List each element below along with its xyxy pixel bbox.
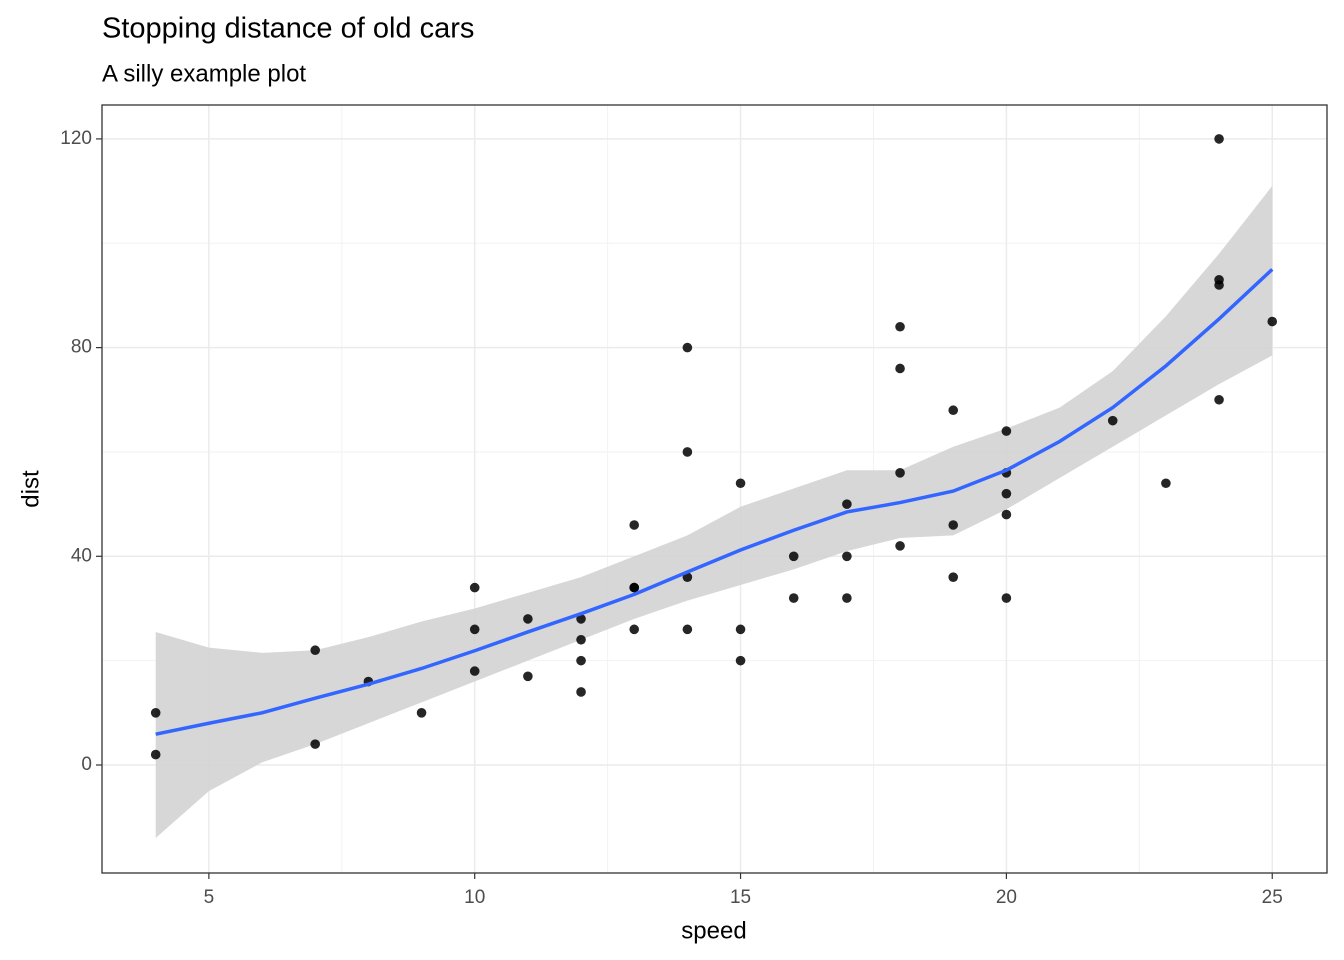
- point: [629, 624, 640, 635]
- point: [416, 708, 427, 718]
- point: [895, 541, 905, 551]
- point: [469, 666, 480, 676]
- confidence-band: [155, 185, 1273, 839]
- x-axis-title: speed: [681, 917, 746, 944]
- x-tick-label: 20: [996, 887, 1017, 908]
- point: [576, 634, 586, 645]
- point: [948, 520, 959, 530]
- point: [469, 624, 480, 635]
- point: [895, 363, 905, 374]
- point: [948, 405, 959, 416]
- point: [895, 321, 905, 332]
- x-tick-label: 25: [1262, 887, 1283, 908]
- point: [735, 478, 746, 489]
- point: [629, 520, 640, 530]
- point: [523, 614, 533, 624]
- point: [788, 593, 799, 603]
- point: [682, 342, 693, 353]
- point: [310, 645, 321, 656]
- point: [1161, 478, 1171, 489]
- point: [788, 551, 799, 562]
- point: [1001, 593, 1012, 603]
- y-tick-label: 120: [60, 128, 92, 149]
- point: [1001, 488, 1012, 499]
- x-tick-label: 10: [464, 887, 485, 908]
- y-tick-label: 40: [71, 545, 92, 566]
- point: [842, 499, 852, 509]
- smooth-line: [155, 268, 1274, 736]
- point: [1001, 509, 1012, 520]
- y-axis-title: dist: [17, 470, 44, 508]
- point: [150, 749, 161, 760]
- point: [682, 447, 693, 457]
- point: [842, 551, 852, 562]
- point: [948, 572, 959, 582]
- point: [735, 655, 746, 666]
- point: [310, 739, 321, 749]
- plot-background: [102, 105, 1327, 873]
- point: [1214, 134, 1224, 144]
- point: [1001, 426, 1012, 436]
- y-tick-label: 0: [81, 754, 92, 775]
- point: [1214, 394, 1224, 405]
- y-tick-label: 80: [71, 337, 92, 358]
- point: [469, 582, 480, 593]
- point: [735, 624, 746, 635]
- point: [895, 468, 905, 478]
- point: [1214, 274, 1224, 285]
- point: [1107, 415, 1118, 426]
- chart-title: Stopping distance of old cars: [102, 13, 474, 45]
- x-tick-label: 5: [204, 887, 215, 908]
- point: [523, 671, 533, 682]
- chart-subtitle: A silly example plot: [102, 60, 306, 87]
- plot-border: [101, 104, 1328, 874]
- point: [682, 624, 693, 635]
- point: [576, 614, 586, 624]
- point: [629, 582, 640, 593]
- point: [576, 655, 586, 666]
- point: [150, 708, 161, 718]
- point: [842, 593, 852, 603]
- point: [1267, 316, 1278, 327]
- point: [576, 687, 586, 697]
- x-tick-label: 15: [730, 887, 751, 908]
